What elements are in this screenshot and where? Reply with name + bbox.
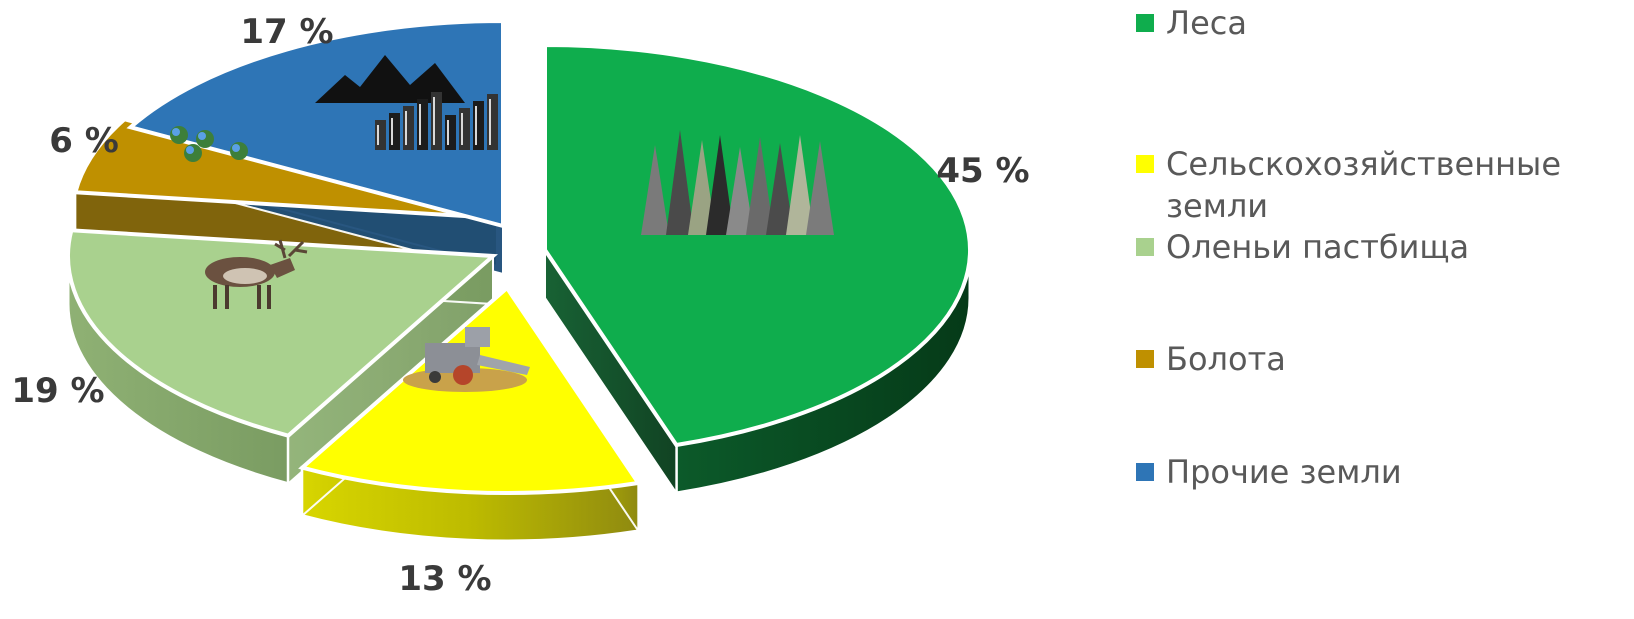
legend-item-3: Болота	[1136, 340, 1286, 378]
legend-item-4: Прочие земли	[1136, 453, 1402, 491]
legend-swatch-3	[1136, 350, 1154, 368]
pie-slice-4	[126, 18, 505, 229]
legend-label-2: Оленьи пастбища	[1166, 228, 1469, 266]
mountains-city-icon	[315, 55, 498, 150]
legend-item-1: Сельскохозяйственные земли	[1136, 145, 1561, 225]
combine-harvester-icon	[403, 327, 530, 392]
legend-item-0: Леса	[1136, 4, 1247, 42]
legend-label-1: Сельскохозяйственные	[1166, 145, 1561, 183]
data-label-4: 17 %	[240, 12, 333, 52]
data-label-2: 19 %	[11, 371, 104, 411]
legend-swatch-2	[1136, 238, 1154, 256]
legend-label-4: Прочие земли	[1166, 453, 1402, 491]
legend-swatch-0	[1136, 14, 1154, 32]
data-label-1: 13 %	[398, 559, 491, 599]
forest-icon	[641, 130, 834, 235]
pie-slice-0	[543, 42, 972, 448]
data-label-0: 45 %	[936, 151, 1029, 191]
pie-slice-2	[66, 228, 498, 438]
swamp-plants-icon	[170, 126, 248, 162]
legend-swatch-1	[1136, 155, 1154, 173]
legend-swatch-4	[1136, 463, 1154, 481]
data-label-3: 6 %	[49, 121, 119, 161]
legend-label-1-line-1: земли	[1166, 187, 1268, 225]
legend-label-3: Болота	[1166, 340, 1286, 378]
legend-label-0: Леса	[1166, 4, 1247, 42]
legend-item-2: Оленьи пастбища	[1136, 228, 1469, 266]
reindeer-icon	[205, 239, 308, 309]
